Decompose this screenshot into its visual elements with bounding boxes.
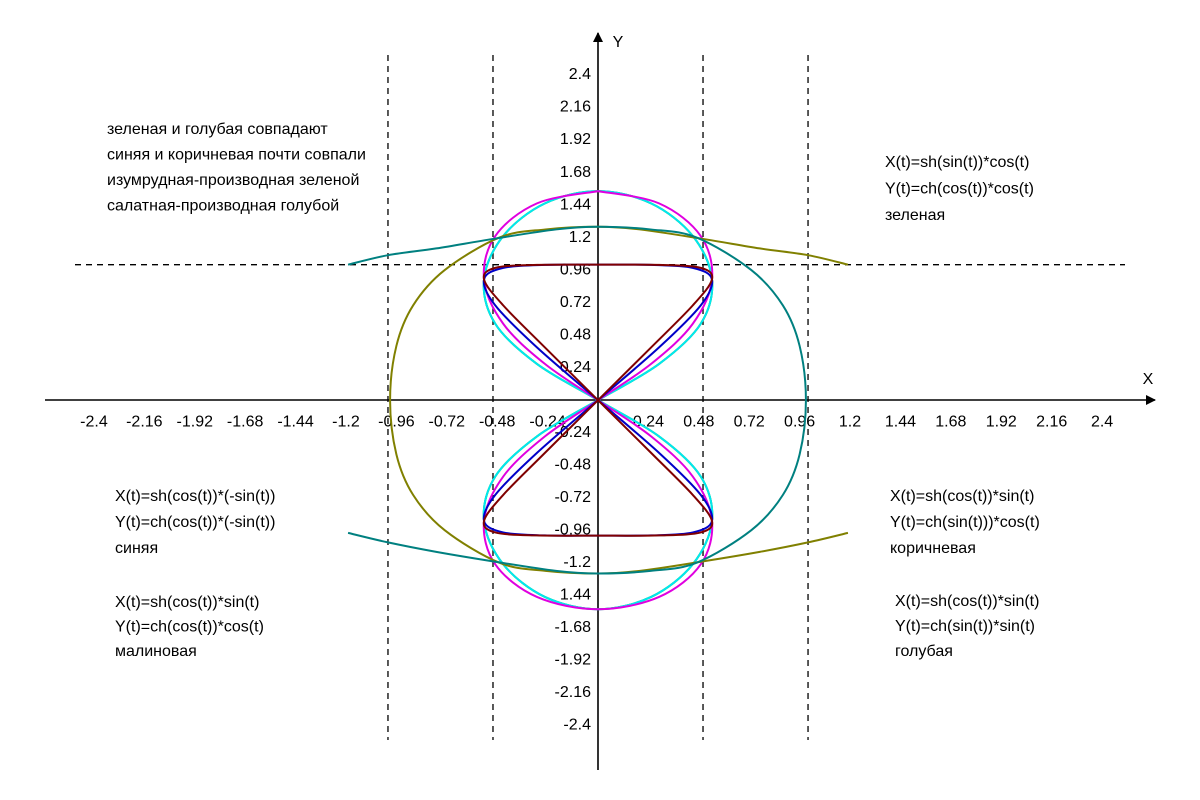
y-axis-label: Y (613, 34, 624, 51)
annotation-line: коричневая (890, 540, 976, 557)
annotation-line: X(t)=sh(cos(t))*sin(t) (115, 594, 259, 611)
x-tick-label: -0.48 (479, 413, 516, 430)
y-tick-label: -0.96 (555, 521, 592, 538)
annotation-line: зеленая (885, 207, 945, 224)
x-tick-label: 0.96 (784, 413, 815, 430)
x-tick-label: -1.44 (277, 413, 314, 430)
y-tick-label: -2.4 (563, 717, 591, 734)
y-tick-label: 1.2 (569, 229, 591, 246)
x-tick-label: -0.24 (529, 413, 566, 430)
annotation-line: Y(t)=ch(cos(t))*(-sin(t)) (115, 514, 275, 531)
x-tick-label: 1.2 (839, 413, 861, 430)
y-tick-label: -2.16 (555, 684, 592, 701)
y-tick-label: 1.44 (560, 586, 591, 603)
y-tick-label: 0.72 (560, 294, 591, 311)
y-tick-label: 2.16 (560, 99, 591, 116)
annotation-line: салатная-производная голубой (107, 198, 339, 215)
x-tick-label: -0.96 (378, 413, 415, 430)
y-tick-label: 1.68 (560, 164, 591, 181)
annotation-line: Y(t)=ch(cos(t))*cos(t) (885, 181, 1034, 198)
annotation-line: малиновая (115, 643, 197, 660)
annotation-line: Y(t)=ch(sin(t))*sin(t) (895, 618, 1035, 635)
annotation-line: Y(t)=ch(cos(t))*cos(t) (115, 619, 264, 636)
y-tick-label: 2.4 (569, 66, 591, 83)
y-tick-label: 1.92 (560, 131, 591, 148)
curve (482, 263, 714, 537)
x-tick-label: 1.68 (935, 413, 966, 430)
x-tick-label: 0.24 (633, 413, 664, 430)
annotation-line: голубая (895, 643, 953, 660)
y-tick-label: -0.72 (555, 489, 592, 506)
y-tick-label: 0.48 (560, 326, 591, 343)
y-tick-label: 0.24 (560, 359, 591, 376)
annotation-line: X(t)=sh(cos(t))*sin(t) (890, 488, 1034, 505)
y-tick-label: -1.68 (555, 619, 592, 636)
x-tick-label: -2.16 (126, 413, 163, 430)
x-tick-label: 0.72 (734, 413, 765, 430)
y-tick-label: 1.44 (560, 196, 591, 213)
x-tick-label: 0.48 (683, 413, 714, 430)
x-tick-label: 2.4 (1091, 413, 1113, 430)
x-tick-label: -2.4 (80, 413, 108, 430)
x-tick-label: -1.92 (177, 413, 214, 430)
annotation-line: синяя и коричневая почти совпали (107, 147, 366, 164)
annotation-line: X(t)=sh(cos(t))*sin(t) (895, 593, 1039, 610)
x-tick-label: -0.72 (429, 413, 466, 430)
y-tick-label: -0.48 (555, 456, 592, 473)
x-axis-label: X (1143, 371, 1154, 388)
annotation-line: изумрудная-производная зеленой (107, 172, 359, 189)
annotation-line: X(t)=sh(cos(t))*(-sin(t)) (115, 488, 275, 505)
x-tick-label: -1.2 (332, 413, 360, 430)
x-tick-label: 1.44 (885, 413, 916, 430)
curve (389, 225, 849, 575)
curve (347, 225, 807, 575)
y-tick-label: -1.92 (555, 651, 592, 668)
x-tick-label: -1.68 (227, 413, 264, 430)
annotation-line: X(t)=sh(sin(t))*cos(t) (885, 154, 1029, 171)
annotation-line: Y(t)=ch(sin(t)))*cos(t) (890, 514, 1040, 531)
annotation-line: зеленая и голубая совпадают (107, 121, 328, 138)
annotation-line: синяя (115, 540, 158, 557)
x-tick-label: 2.16 (1036, 413, 1067, 430)
x-tick-label: 1.92 (986, 413, 1017, 430)
y-tick-label: -1.2 (563, 554, 591, 571)
curve (482, 190, 714, 611)
